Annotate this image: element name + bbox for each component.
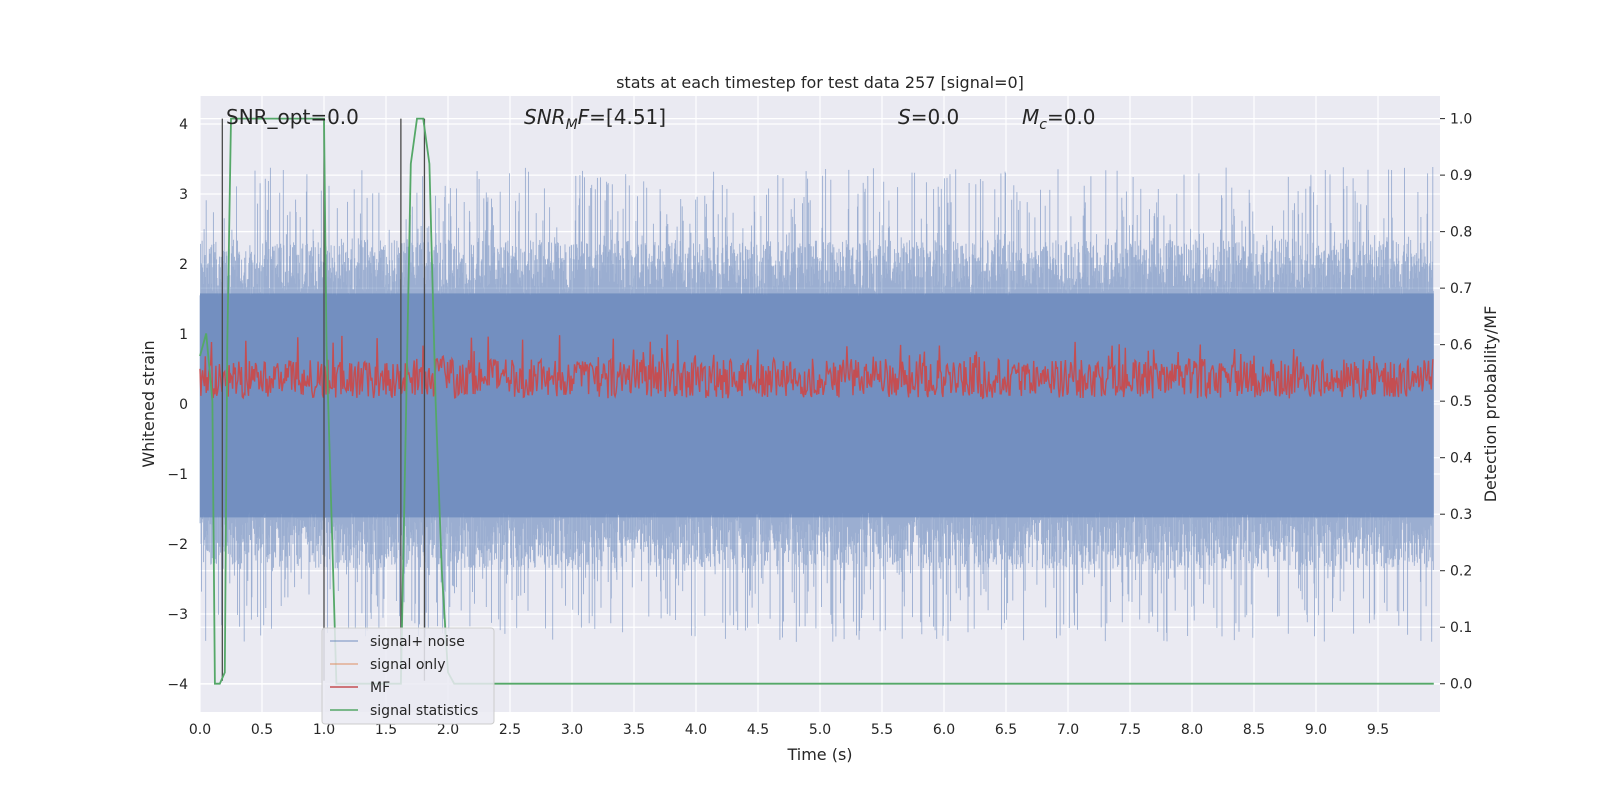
y-left-tick-label-6: −2 xyxy=(167,537,188,553)
x-tick-label-12: 6.0 xyxy=(933,722,955,738)
x-tick-label-17: 8.5 xyxy=(1243,722,1265,738)
annotation-s-symbol: S xyxy=(898,105,911,129)
x-tick-label-15: 7.5 xyxy=(1119,722,1141,738)
legend-label-signal-only: signal only xyxy=(370,657,445,673)
x-tick-label-8: 4.0 xyxy=(685,722,707,738)
y-left-tick-label-7: −3 xyxy=(167,607,188,623)
y-left-tick-label-3: 1 xyxy=(179,327,188,343)
y-right-tick-label-2: 0.8 xyxy=(1450,225,1472,241)
x-tick-label-2: 1.0 xyxy=(313,722,335,738)
legend-label-signal-statistics: signal statistics xyxy=(370,703,478,719)
y-left-tick-label-1: 3 xyxy=(179,187,188,203)
x-tick-label-10: 5.0 xyxy=(809,722,831,738)
x-tick-label-13: 6.5 xyxy=(995,722,1017,738)
x-tick-label-11: 5.5 xyxy=(871,722,893,738)
annotation-snr-mf: SNRMF=[4.51] xyxy=(524,105,666,133)
annotation-mc-sub: c xyxy=(1039,117,1047,133)
y-left-tick-label-4: 0 xyxy=(179,397,188,413)
annotation-mc-value: =0.0 xyxy=(1047,105,1096,129)
y-right-tick-label-6: 0.4 xyxy=(1450,451,1472,467)
vertical-markers xyxy=(221,118,426,681)
annotation-snr-mf-value: =[4.51] xyxy=(589,105,666,129)
x-tick-label-6: 3.0 xyxy=(561,722,583,738)
x-tick-label-14: 7.0 xyxy=(1057,722,1079,738)
y-right-tick-label-0: 1.0 xyxy=(1450,112,1472,128)
y-left-tick-label-0: 4 xyxy=(179,117,188,133)
series-mf xyxy=(199,334,1434,401)
y-right-tick-label-9: 0.1 xyxy=(1450,620,1472,636)
chart-title: stats at each timestep for test data 257… xyxy=(616,73,1024,92)
annotation-snr-opt: SNR_opt=0.0 xyxy=(226,105,359,129)
annotation-s: S=0.0 xyxy=(898,105,959,129)
annotation-snr-mf-sub: M xyxy=(566,117,578,133)
x-tick-label-1: 0.5 xyxy=(251,722,273,738)
y-right-tick-label-5: 0.5 xyxy=(1450,394,1472,410)
x-tick-label-9: 4.5 xyxy=(747,722,769,738)
y-right-tick-label-8: 0.2 xyxy=(1450,564,1472,580)
x-tick-label-7: 3.5 xyxy=(623,722,645,738)
signal-noise-line xyxy=(199,167,1434,642)
y-left-axis-label: Whitened strain xyxy=(139,340,158,467)
y-left-axis-ticks: 4 3 2 1 0 −1 −2 −3 −4 xyxy=(167,117,188,693)
y-right-tick-label-4: 0.6 xyxy=(1450,338,1472,354)
x-tick-label-16: 8.0 xyxy=(1181,722,1203,738)
annotation-snr-mf-symbol2: F xyxy=(578,105,590,129)
y-right-tick-label-3: 0.7 xyxy=(1450,281,1472,297)
mf-line xyxy=(199,334,1434,401)
y-right-tick-label-1: 0.9 xyxy=(1450,168,1472,184)
annotation-s-value: =0.0 xyxy=(911,105,960,129)
annotation-mc-symbol: M xyxy=(1022,105,1039,129)
x-tick-label-18: 9.0 xyxy=(1305,722,1327,738)
x-tick-label-3: 1.5 xyxy=(375,722,397,738)
legend-label-signal-noise: signal+ noise xyxy=(370,634,465,650)
y-left-tick-label-2: 2 xyxy=(179,257,188,273)
x-tick-label-0: 0.0 xyxy=(189,722,211,738)
y-right-axis-ticks: 1.0 0.9 0.8 0.7 0.6 0.5 0.4 0.3 0.2 0.1 0.0 xyxy=(1440,112,1472,693)
y-left-tick-label-5: −1 xyxy=(167,467,188,483)
y-right-axis-label: Detection probability/MF xyxy=(1481,306,1500,503)
x-tick-label-19: 9.5 xyxy=(1367,722,1389,738)
y-left-tick-label-8: −4 xyxy=(167,677,188,693)
legend-label-mf: MF xyxy=(370,680,390,696)
y-right-tick-label-10: 0.0 xyxy=(1450,677,1472,693)
annotation-mc: Mc=0.0 xyxy=(1022,105,1096,133)
x-axis-label: Time (s) xyxy=(786,745,852,764)
annotation-snr-mf-symbol: SNR xyxy=(524,105,566,129)
x-tick-label-4: 2.0 xyxy=(437,722,459,738)
x-axis-ticks: 0.0 0.5 1.0 1.5 2.0 2.5 3.0 3.5 4.0 4.5 5.0 5.5 6.0 6… xyxy=(189,722,1389,738)
legend: signal+ noise signal only MF signal stat… xyxy=(321,627,495,725)
x-tick-label-5: 2.5 xyxy=(499,722,521,738)
y-right-tick-label-7: 0.3 xyxy=(1450,507,1472,523)
legend-box xyxy=(321,627,495,725)
